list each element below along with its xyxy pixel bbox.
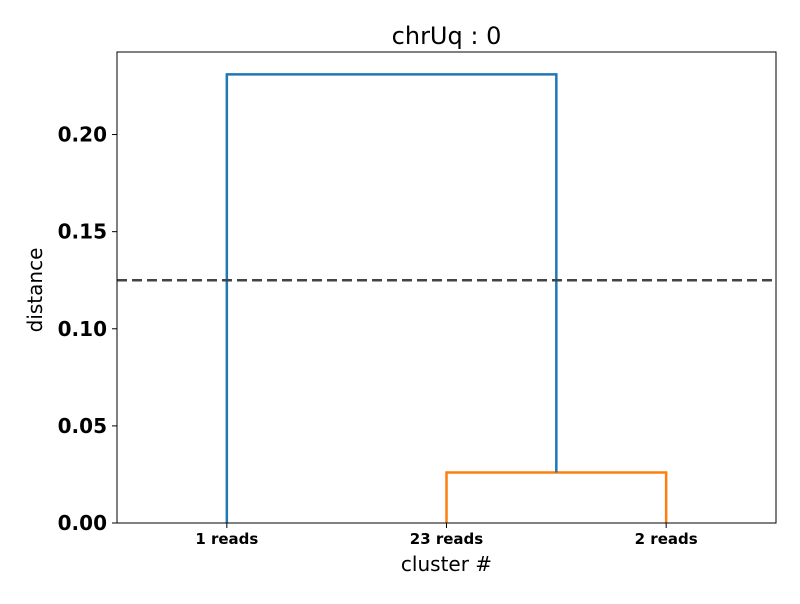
chart-title: chrUq : 0	[392, 22, 502, 50]
x-tick-label: 1 reads	[195, 530, 258, 548]
x-tick-label: 23 reads	[410, 530, 484, 548]
y-tick-label: 0.05	[58, 414, 107, 438]
x-tick-label: 2 reads	[635, 530, 698, 548]
y-tick-label: 0.15	[58, 220, 107, 244]
dendrogram-link	[225, 73, 558, 523]
y-tick-label: 0.10	[58, 317, 107, 341]
y-axis-label: distance	[23, 248, 47, 333]
dendrogram-links	[225, 73, 668, 523]
y-tick-label: 0.20	[58, 123, 107, 147]
x-axis-ticks: 1 reads 23 reads 2 reads	[195, 523, 698, 548]
y-axis-ticks: 0.00 0.05 0.10 0.15 0.20	[58, 123, 117, 535]
y-tick-label: 0.00	[58, 511, 107, 535]
x-axis-label: cluster #	[401, 552, 492, 576]
plot-area	[117, 52, 776, 523]
